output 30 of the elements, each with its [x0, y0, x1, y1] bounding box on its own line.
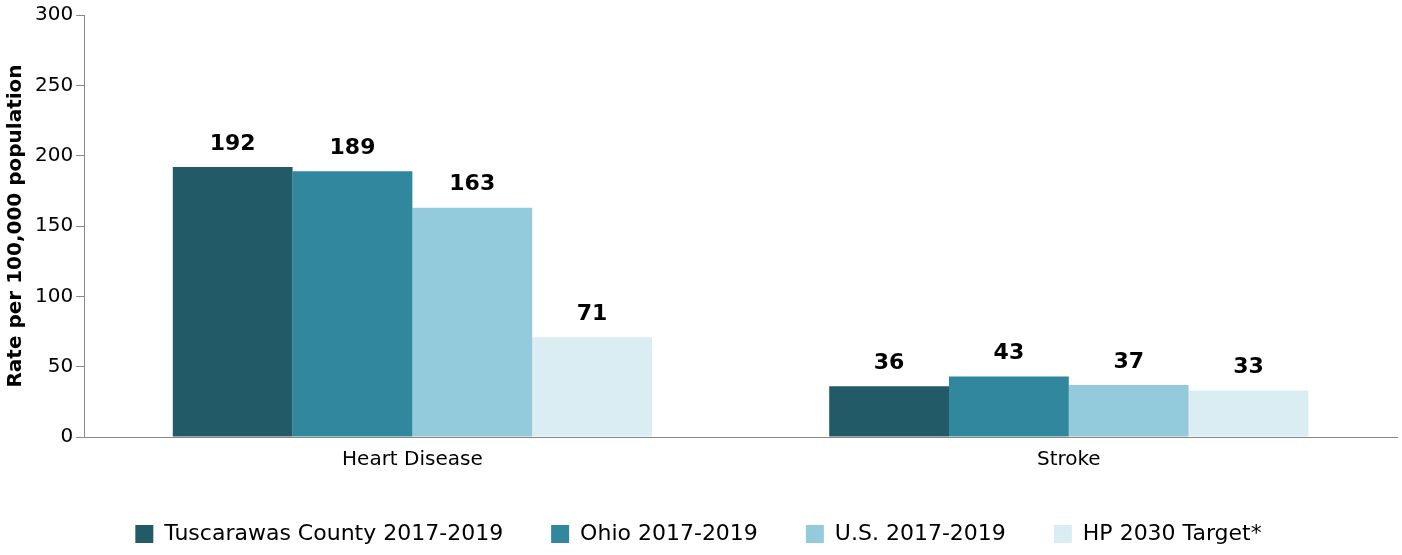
bar [1188, 390, 1309, 437]
y-tick-label: 300 [34, 1, 74, 26]
bar [292, 171, 413, 437]
data-label: 163 [449, 170, 496, 196]
y-tick-label: 200 [34, 141, 74, 166]
data-label: 37 [1113, 347, 1144, 373]
bar [172, 166, 293, 437]
bar [412, 207, 533, 437]
data-label: 33 [1233, 353, 1264, 379]
data-label: 43 [993, 339, 1025, 365]
data-label: 36 [873, 349, 905, 375]
legend-label: Ohio 2017-2019 [580, 519, 758, 545]
x-tick-label: Heart Disease [342, 446, 483, 471]
y-axis-title: Rate per 100,000 population [2, 64, 27, 388]
y-tick-label: 250 [34, 71, 74, 96]
legend-label: Tuscarawas County 2017-2019 [163, 519, 504, 545]
bar [532, 337, 652, 437]
bar [949, 376, 1069, 437]
data-label: 192 [209, 129, 256, 155]
y-tick-label: 50 [47, 352, 74, 377]
data-label: 189 [329, 133, 376, 159]
bar [829, 386, 949, 437]
x-tick-label: Stroke [1036, 446, 1101, 471]
legend-label: HP 2030 Target* [1082, 519, 1262, 545]
y-tick-label: 0 [60, 423, 74, 448]
y-tick-label: 100 [34, 282, 74, 307]
data-label: 71 [576, 299, 608, 325]
bar [1068, 384, 1189, 437]
y-tick-label: 150 [34, 212, 74, 237]
legend-label: U.S. 2017-2019 [834, 519, 1006, 545]
